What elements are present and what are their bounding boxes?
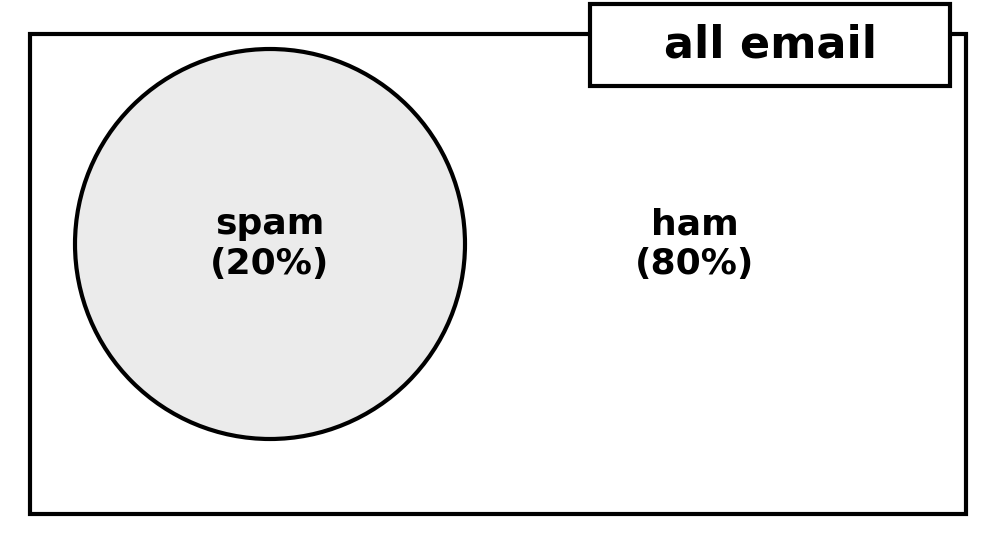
Circle shape bbox=[75, 49, 465, 439]
Bar bbox=[590, 4, 950, 86]
Bar bbox=[30, 34, 966, 514]
Text: spam
(20%): spam (20%) bbox=[210, 207, 330, 281]
Text: ham
(80%): ham (80%) bbox=[635, 207, 755, 281]
Text: all email: all email bbox=[663, 23, 876, 67]
